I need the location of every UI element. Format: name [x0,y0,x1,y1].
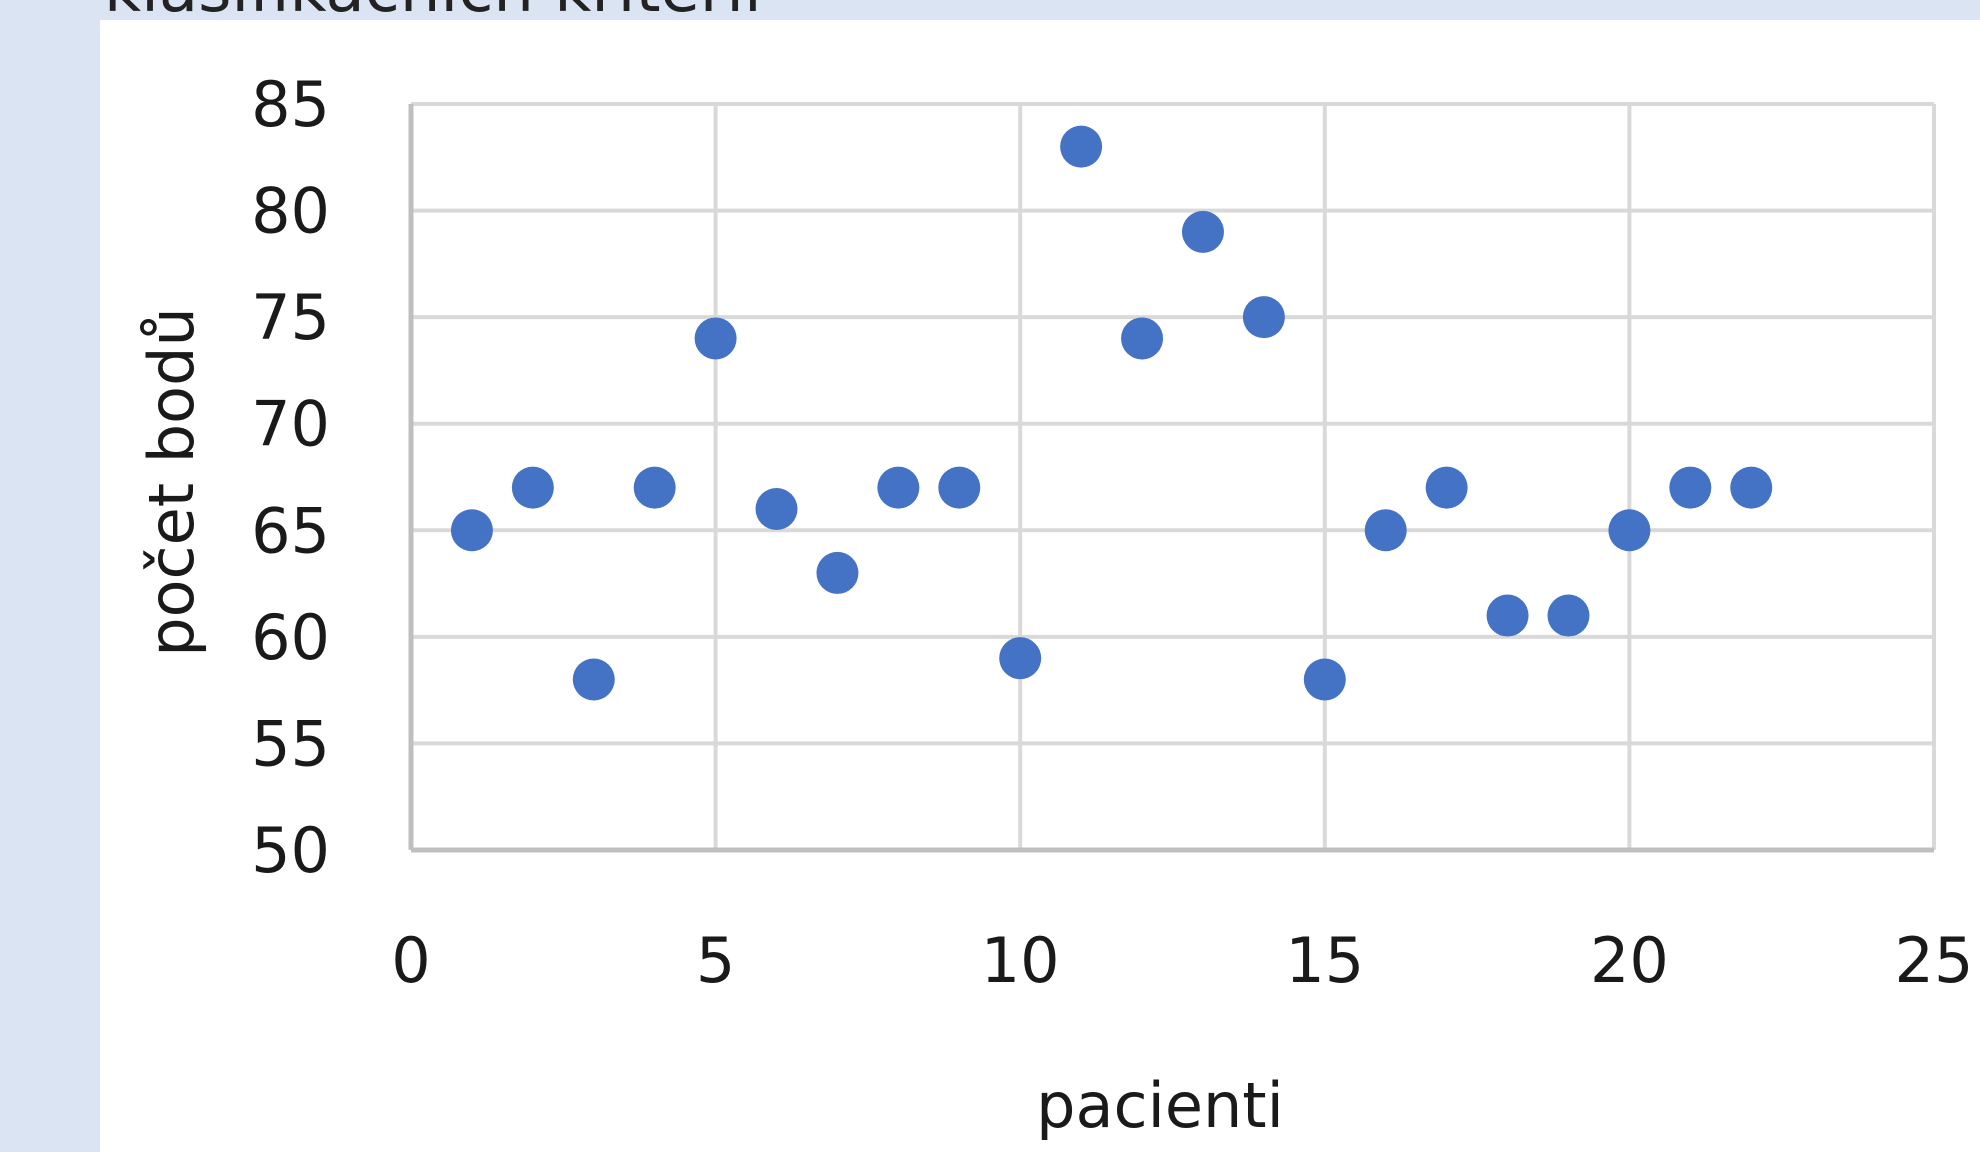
y-axis-title: počet bodů [135,307,208,656]
x-tick-label: 25 [1895,924,1974,997]
data-point [1547,594,1590,637]
x-tick-label: 10 [981,924,1060,997]
x-tick-label: 0 [391,924,430,997]
data-point [877,466,920,509]
grid-layer [411,102,1936,850]
data-point [1730,466,1773,509]
x-tick-label: 20 [1590,924,1669,997]
x-tick-label: 5 [696,924,735,997]
y-tick-label: 60 [251,601,330,674]
page-title: klasifikačních kritérií [104,0,762,22]
data-point [511,466,554,509]
data-point [1364,509,1407,552]
y-tick-label: 70 [251,388,330,461]
data-point [1303,658,1346,701]
y-tick-label: 55 [251,707,330,780]
y-tick-label: 85 [251,68,330,141]
data-point [450,509,493,552]
data-point [938,466,981,509]
data-point [999,637,1042,680]
data-point [1060,125,1103,168]
data-point [1608,509,1651,552]
y-tick-label: 75 [251,281,330,354]
data-point [1669,466,1712,509]
x-axis-title: pacienti [1036,1069,1284,1142]
data-points [450,125,1773,701]
y-tick-label: 50 [251,814,330,887]
data-point [816,551,859,594]
data-point [1121,317,1164,360]
data-point [1425,466,1468,509]
data-point [572,658,615,701]
tick-labels: 50 55 60 65 70 75 80 85 0 5 10 15 20 25 [251,68,1973,997]
data-point [755,487,798,530]
y-tick-label: 65 [251,494,330,567]
y-tick-label: 80 [251,175,330,248]
data-point [694,317,737,360]
x-tick-label: 15 [1285,924,1364,997]
data-point [1242,296,1285,339]
data-point [1486,594,1529,637]
axis-layer [408,104,1934,853]
data-point [633,466,676,509]
data-point [1181,210,1224,253]
